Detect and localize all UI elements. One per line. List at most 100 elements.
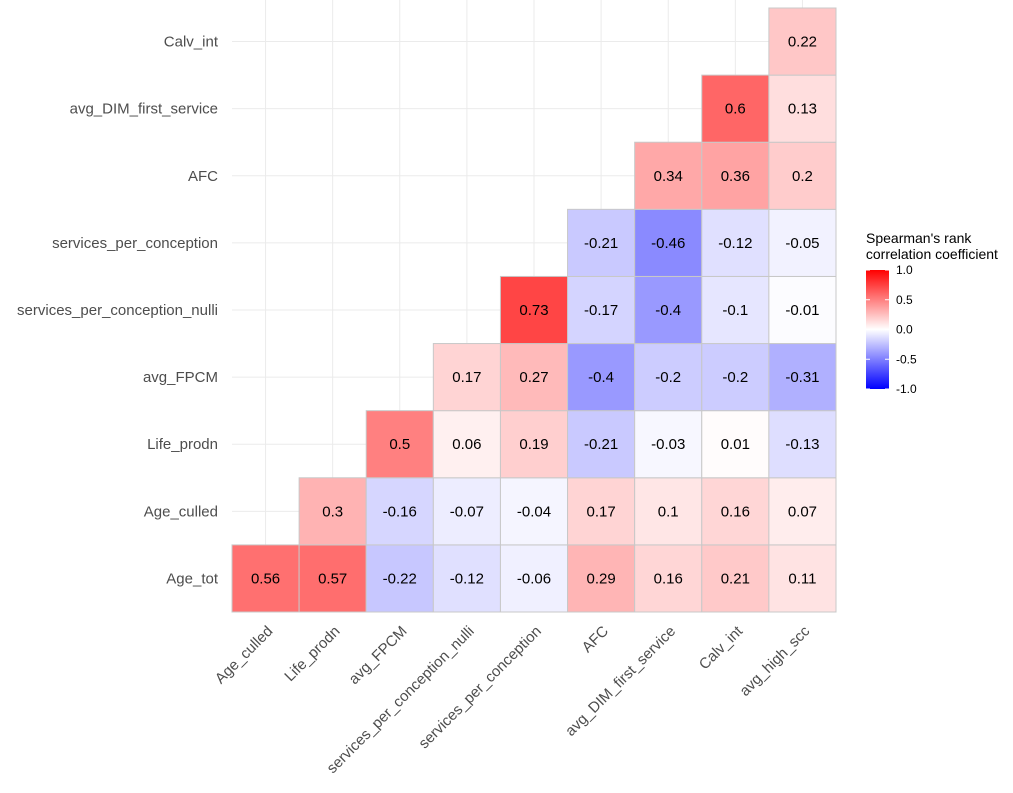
x-tick-label: Calv_int bbox=[696, 622, 747, 673]
cell-value-label: -0.17 bbox=[584, 302, 618, 319]
cell-value-label: 0.3 bbox=[322, 503, 343, 520]
x-tick-label: avg_high_scc bbox=[736, 622, 813, 699]
heatmap-cell bbox=[768, 141, 837, 210]
cell-value-label: 0.1 bbox=[658, 503, 679, 520]
cell-value-label: -0.1 bbox=[722, 302, 748, 319]
cell-value-label: 0.17 bbox=[452, 369, 481, 386]
heatmap-cell bbox=[768, 477, 837, 546]
heatmap-cell bbox=[432, 410, 501, 479]
cell-value-label: 0.11 bbox=[788, 570, 816, 587]
cell-value-label: -0.03 bbox=[651, 436, 685, 453]
y-tick-label: Life_prodn bbox=[147, 436, 218, 453]
heatmap-cell bbox=[768, 410, 837, 479]
heatmap-cell bbox=[499, 410, 569, 479]
heatmap-cell bbox=[432, 544, 501, 613]
heatmap-cells: 0.56 0.57 -0.22 -0.12 -0.06 0.29 0.16 0.21 0.11 0… bbox=[231, 7, 837, 613]
y-tick-label: Age_tot bbox=[166, 570, 219, 587]
x-axis-labels: Age_culled Life_prodn avg_FPCMservices_per… bbox=[212, 622, 814, 777]
cell-value-label: 0.22 bbox=[788, 34, 817, 51]
heatmap-cell bbox=[634, 477, 703, 546]
cell-value-label: 0.34 bbox=[654, 168, 683, 185]
y-tick-label: services_per_conception bbox=[52, 235, 218, 252]
cell-value-label: -0.46 bbox=[651, 235, 685, 252]
heatmap-cell bbox=[298, 544, 367, 613]
cell-value-label: -0.4 bbox=[655, 302, 681, 319]
x-tick-label: AFC bbox=[579, 623, 612, 656]
heatmap-cell bbox=[701, 208, 770, 277]
cell-value-label: -0.07 bbox=[450, 503, 484, 520]
cell-value-label: -0.06 bbox=[517, 570, 551, 587]
heatmap-cell bbox=[432, 343, 501, 412]
cell-value-label: -0.16 bbox=[383, 503, 417, 520]
legend-tick-label: 0.0 bbox=[896, 323, 913, 337]
cell-value-label: 0.21 bbox=[721, 570, 750, 587]
cell-value-label: -0.01 bbox=[785, 302, 819, 319]
cell-value-label: 0.29 bbox=[587, 570, 616, 587]
heatmap-cell bbox=[701, 410, 770, 479]
cell-value-label: -0.04 bbox=[517, 503, 551, 520]
heatmap-cell bbox=[701, 141, 770, 210]
cell-value-label: 0.27 bbox=[519, 369, 548, 386]
cell-value-label: 0.07 bbox=[788, 503, 817, 520]
y-axis-labels: Age_tot Age_culled Life_prodn avg_FPCM servi… bbox=[17, 34, 219, 588]
heatmap-cell bbox=[701, 477, 770, 546]
y-tick-label: AFC bbox=[188, 168, 218, 185]
legend-colorbar bbox=[866, 270, 889, 389]
x-tick-label: Life_prodn bbox=[281, 623, 343, 685]
heatmap-cell bbox=[567, 477, 636, 546]
cell-value-label: -0.12 bbox=[450, 570, 484, 587]
heatmap-cell bbox=[701, 544, 770, 613]
y-tick-label: Age_culled bbox=[144, 503, 218, 520]
heatmap-cell bbox=[634, 208, 703, 277]
cell-value-label: -0.13 bbox=[785, 436, 819, 453]
x-tick-label: services_per_conception bbox=[415, 623, 544, 752]
x-tick-label: avg_FPCM bbox=[346, 623, 411, 688]
heatmap-cell bbox=[298, 477, 367, 546]
cell-value-label: 0.01 bbox=[721, 436, 750, 453]
heatmap-cell bbox=[499, 275, 569, 345]
cell-value-label: 0.56 bbox=[251, 570, 280, 587]
cell-value-label: 0.6 bbox=[725, 101, 746, 118]
legend-tick-label: -1.0 bbox=[896, 382, 917, 396]
heatmap-cell bbox=[567, 544, 636, 613]
heatmap-cell bbox=[634, 343, 703, 412]
legend-ticks: 1.0 0.5 0.0 -0.5 -1.0 bbox=[866, 263, 917, 396]
cell-value-label: -0.05 bbox=[785, 235, 819, 252]
x-tick-label: Age_culled bbox=[212, 623, 277, 688]
cell-value-label: 0.16 bbox=[721, 503, 750, 520]
cell-value-label: -0.4 bbox=[588, 369, 614, 386]
heatmap-cell bbox=[768, 544, 837, 613]
cell-value-label: -0.31 bbox=[785, 369, 819, 386]
cell-value-label: 0.5 bbox=[389, 436, 410, 453]
legend-tick-label: 0.5 bbox=[896, 293, 913, 307]
legend-tick-label: 1.0 bbox=[896, 263, 913, 277]
cell-value-label: 0.2 bbox=[792, 168, 813, 185]
y-tick-label: Calv_int bbox=[164, 34, 219, 51]
cell-value-label: -0.22 bbox=[383, 570, 417, 587]
cell-value-label: -0.2 bbox=[722, 369, 748, 386]
cell-value-label: 0.36 bbox=[721, 168, 750, 185]
heatmap-cell bbox=[567, 275, 636, 345]
cell-value-label: 0.13 bbox=[788, 101, 817, 118]
heatmap-cell bbox=[365, 477, 434, 546]
heatmap-cell bbox=[231, 544, 300, 613]
heatmap-cell bbox=[499, 343, 569, 412]
heatmap-cell bbox=[701, 275, 770, 345]
x-tick-label: avg_DIM_first_service bbox=[562, 623, 679, 740]
cell-value-label: 0.06 bbox=[452, 436, 481, 453]
cell-value-label: 0.17 bbox=[587, 503, 616, 520]
heatmap-cell bbox=[634, 544, 703, 613]
cell-value-label: -0.21 bbox=[584, 235, 618, 252]
y-tick-label: services_per_conception_nulli bbox=[17, 302, 218, 319]
cell-value-label: 0.73 bbox=[519, 302, 548, 319]
legend-title-line1: Spearman's rank bbox=[866, 230, 972, 246]
y-tick-label: avg_DIM_first_service bbox=[70, 101, 218, 118]
heatmap-cell bbox=[567, 208, 636, 277]
cell-value-label: -0.21 bbox=[584, 436, 618, 453]
cell-value-label: 0.16 bbox=[654, 570, 683, 587]
color-legend: Spearman's rank correlation coefficient … bbox=[862, 230, 998, 396]
cell-value-label: -0.12 bbox=[718, 235, 752, 252]
heatmap-cell bbox=[634, 141, 703, 210]
legend-tick-label: -0.5 bbox=[896, 352, 917, 366]
